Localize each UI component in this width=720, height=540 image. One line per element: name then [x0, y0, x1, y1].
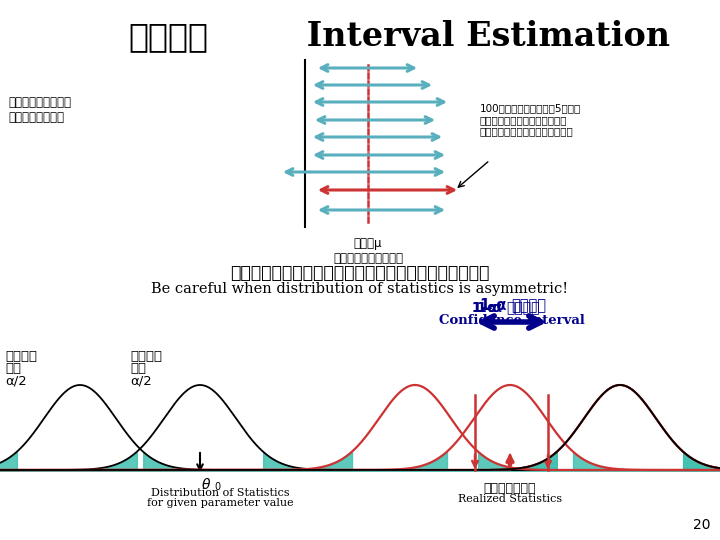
- Text: 統計量の: 統計量の: [130, 350, 162, 363]
- Text: Realized Statistics: Realized Statistics: [458, 494, 562, 504]
- Text: 1-α: 1-α: [477, 301, 506, 315]
- Text: 母平均μ
（本当は分からない）: 母平均μ （本当は分からない）: [333, 237, 403, 265]
- Text: Be careful when distribution of statistics is asymmetric!: Be careful when distribution of statisti…: [151, 282, 569, 296]
- Text: 統計量の分布が左右非対称な場合には特に注意すること: 統計量の分布が左右非対称な場合には特に注意すること: [230, 264, 490, 282]
- Text: θ: θ: [202, 478, 210, 492]
- Text: 統計量の: 統計量の: [5, 350, 37, 363]
- Text: α/2: α/2: [5, 374, 27, 387]
- Text: 1-α: 1-α: [480, 299, 511, 314]
- Text: Distribution of Statistics: Distribution of Statistics: [150, 488, 289, 498]
- Text: 100個の信頼区間のうち5個は、
推定された母平均の信頼区間に
母平均が含まれていないと考える: 100個の信頼区間のうち5個は、 推定された母平均の信頼区間に 母平均が含まれて…: [480, 103, 581, 137]
- Text: for given parameter value: for given parameter value: [147, 498, 293, 508]
- Text: 確率: 確率: [5, 362, 21, 375]
- Text: Confidence Interval: Confidence Interval: [438, 314, 585, 327]
- Text: 1-α: 1-α: [472, 301, 502, 315]
- Text: 20: 20: [693, 518, 710, 532]
- Text: 信頼区間: 信頼区間: [511, 299, 546, 314]
- Text: 0: 0: [214, 482, 220, 492]
- Text: 確率: 確率: [130, 362, 146, 375]
- Text: 標本から推定された
母平均の信頼区間: 標本から推定された 母平均の信頼区間: [8, 96, 71, 124]
- Text: 1-α: 1-α: [472, 301, 502, 315]
- Text: 統計量の実現値: 統計量の実現値: [484, 482, 536, 495]
- Text: α/2: α/2: [130, 374, 152, 387]
- Text: 信頼区間: 信頼区間: [506, 301, 540, 315]
- Text: Interval Estimation: Interval Estimation: [295, 20, 670, 53]
- Text: 区間推定: 区間推定: [128, 20, 208, 53]
